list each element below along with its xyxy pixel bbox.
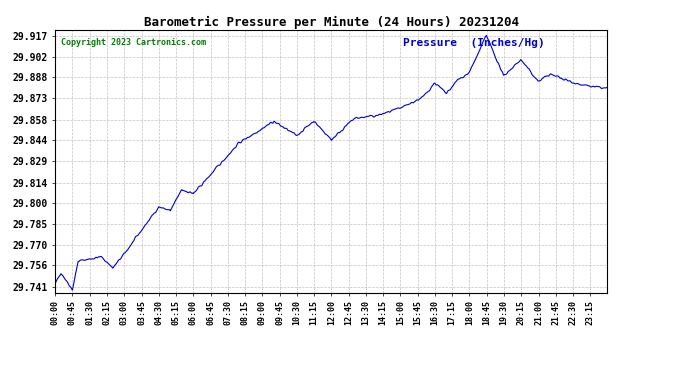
Text: Pressure  (Inches/Hg): Pressure (Inches/Hg) bbox=[403, 38, 544, 48]
Title: Barometric Pressure per Minute (24 Hours) 20231204: Barometric Pressure per Minute (24 Hours… bbox=[144, 16, 519, 29]
Text: Copyright 2023 Cartronics.com: Copyright 2023 Cartronics.com bbox=[61, 38, 206, 47]
